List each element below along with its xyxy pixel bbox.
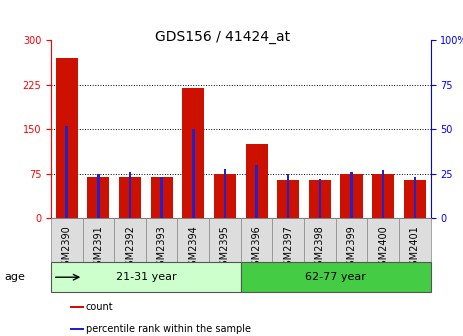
Bar [146,218,177,262]
Text: count: count [86,302,113,312]
Text: GSM2396: GSM2396 [251,225,262,272]
Bar [340,174,363,218]
Bar [277,180,299,218]
Bar [367,218,399,262]
Bar [272,218,304,262]
Bar [150,177,173,218]
Bar [192,129,194,218]
Text: percentile rank within the sample: percentile rank within the sample [86,324,251,334]
Bar [51,218,82,262]
Bar [245,144,268,218]
Bar [241,218,272,262]
Bar [287,174,289,218]
Bar [97,174,100,218]
Bar [309,180,331,218]
Text: 62-77 year: 62-77 year [305,272,366,282]
Text: GSM2391: GSM2391 [94,225,103,272]
Bar [372,174,394,218]
Bar [209,218,241,262]
Bar [160,177,163,218]
Bar [224,169,226,218]
Text: GDS156 / 41424_at: GDS156 / 41424_at [155,30,290,44]
Text: GSM2394: GSM2394 [188,225,198,272]
Bar [413,177,416,218]
Text: GSM2401: GSM2401 [410,225,420,272]
Text: 21-31 year: 21-31 year [116,272,176,282]
Bar [114,218,146,262]
Bar [399,218,431,262]
Text: GSM2400: GSM2400 [378,225,388,272]
Bar [119,177,141,218]
Bar [70,328,84,330]
Bar [82,218,114,262]
Bar [56,58,78,218]
Bar [255,165,258,218]
Bar [70,306,84,308]
Bar [382,170,384,218]
Bar [241,262,431,292]
Text: GSM2390: GSM2390 [62,225,72,272]
Bar [51,262,241,292]
Bar [304,218,336,262]
Text: GSM2397: GSM2397 [283,225,293,272]
Bar [65,126,68,218]
Bar [319,179,321,218]
Text: age: age [5,272,25,282]
Text: GSM2392: GSM2392 [125,225,135,272]
Bar [336,218,367,262]
Text: GSM2395: GSM2395 [220,225,230,272]
Bar [129,172,131,218]
Bar [350,172,353,218]
Text: GSM2399: GSM2399 [346,225,357,272]
Text: GSM2398: GSM2398 [315,225,325,272]
Bar [88,177,109,218]
Bar [177,218,209,262]
Bar [182,88,204,218]
Bar [404,180,426,218]
Text: GSM2393: GSM2393 [156,225,167,272]
Bar [214,174,236,218]
